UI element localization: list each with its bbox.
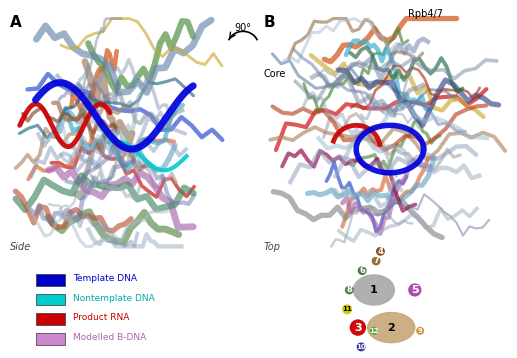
Text: Top: Top bbox=[264, 242, 281, 252]
FancyBboxPatch shape bbox=[36, 333, 65, 344]
FancyBboxPatch shape bbox=[36, 294, 65, 305]
Text: Nontemplate DNA: Nontemplate DNA bbox=[73, 294, 155, 303]
Circle shape bbox=[371, 328, 377, 334]
Circle shape bbox=[358, 267, 366, 274]
Circle shape bbox=[343, 305, 352, 314]
FancyBboxPatch shape bbox=[36, 274, 65, 286]
Text: 5: 5 bbox=[411, 285, 419, 295]
Text: 11: 11 bbox=[342, 306, 352, 312]
Circle shape bbox=[417, 328, 423, 334]
Text: 3: 3 bbox=[354, 323, 362, 333]
Text: 1: 1 bbox=[370, 285, 378, 295]
Text: 10: 10 bbox=[356, 344, 366, 350]
Circle shape bbox=[372, 257, 380, 265]
Ellipse shape bbox=[368, 313, 415, 343]
Text: 8: 8 bbox=[346, 285, 352, 295]
Text: Rpb4/7: Rpb4/7 bbox=[408, 9, 444, 19]
Text: A: A bbox=[10, 15, 22, 30]
FancyBboxPatch shape bbox=[36, 313, 65, 325]
Circle shape bbox=[409, 284, 421, 296]
Text: 90°: 90° bbox=[235, 23, 251, 33]
Text: Product RNA: Product RNA bbox=[73, 313, 130, 322]
Ellipse shape bbox=[354, 275, 394, 305]
Circle shape bbox=[377, 248, 384, 255]
Circle shape bbox=[351, 320, 366, 335]
Text: Template DNA: Template DNA bbox=[73, 274, 138, 283]
Circle shape bbox=[345, 286, 353, 294]
Text: 9: 9 bbox=[418, 328, 422, 334]
Text: 6: 6 bbox=[359, 266, 365, 275]
Text: 7: 7 bbox=[373, 256, 379, 266]
Text: Core: Core bbox=[264, 69, 286, 79]
Text: 12: 12 bbox=[369, 328, 379, 334]
Text: Modelled B-DNA: Modelled B-DNA bbox=[73, 333, 147, 342]
Text: 2: 2 bbox=[387, 323, 395, 333]
Text: B: B bbox=[264, 15, 275, 30]
Text: Side: Side bbox=[10, 242, 31, 252]
Text: 4: 4 bbox=[377, 247, 384, 256]
Circle shape bbox=[357, 343, 365, 351]
